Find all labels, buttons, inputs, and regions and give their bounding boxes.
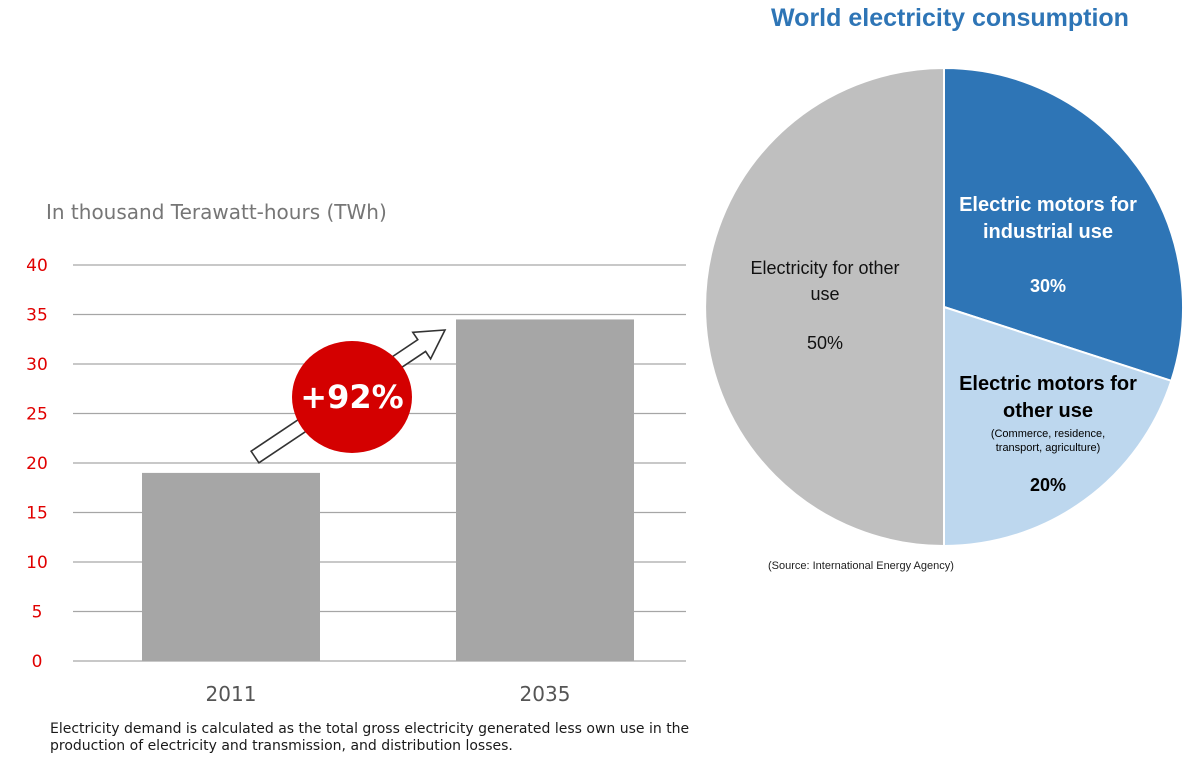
slice-name-general: Electricity for other use bbox=[750, 258, 900, 304]
slice-name-industrial: Electric motors for industrial use bbox=[959, 194, 1137, 243]
y-tick-label: 40 bbox=[26, 256, 48, 276]
pie-slice bbox=[704, 66, 945, 548]
source-note: (Source: International Energy Agency) bbox=[768, 560, 954, 572]
bar-chart-unit-label: In thousand Terawatt-hours (TWh) bbox=[46, 200, 387, 224]
y-tick-label: 0 bbox=[32, 652, 43, 672]
y-tick-label: 35 bbox=[26, 306, 48, 326]
y-tick-label: 25 bbox=[26, 405, 48, 425]
footnote: Electricity demand is calculated as the … bbox=[50, 721, 690, 754]
y-tick-label: 15 bbox=[26, 504, 48, 524]
slice-label-general: Electricity for other use 50% bbox=[740, 255, 910, 354]
slice-pct-general: 50% bbox=[806, 333, 844, 353]
slice-pct-industrial: 30% bbox=[1029, 276, 1067, 296]
slice-sublabel-motors-other: (Commerce, residence, transport, agricul… bbox=[990, 428, 1106, 454]
pie-chart bbox=[704, 66, 1184, 548]
pie-chart-title: World electricity consumption bbox=[771, 4, 1129, 32]
y-tick-label: 5 bbox=[32, 603, 43, 623]
slice-label-motors-other: Electric motors for other use (Commerce,… bbox=[948, 371, 1148, 496]
y-tick-label: 20 bbox=[26, 454, 48, 474]
slice-label-industrial: Electric motors for industrial use 30% bbox=[948, 192, 1148, 297]
slice-pct-motors-other: 20% bbox=[1029, 475, 1067, 495]
bar bbox=[142, 472, 320, 661]
x-tick-label: 2011 bbox=[206, 682, 257, 706]
growth-badge: +92% bbox=[292, 341, 412, 453]
x-tick-label: 2035 bbox=[520, 682, 571, 706]
slice-name-motors-other: Electric motors for other use bbox=[959, 373, 1137, 422]
pie-slice bbox=[943, 66, 1184, 383]
bar bbox=[456, 319, 634, 661]
y-tick-label: 30 bbox=[26, 355, 48, 375]
pie-slice bbox=[943, 305, 1173, 548]
y-tick-label: 10 bbox=[26, 553, 48, 573]
